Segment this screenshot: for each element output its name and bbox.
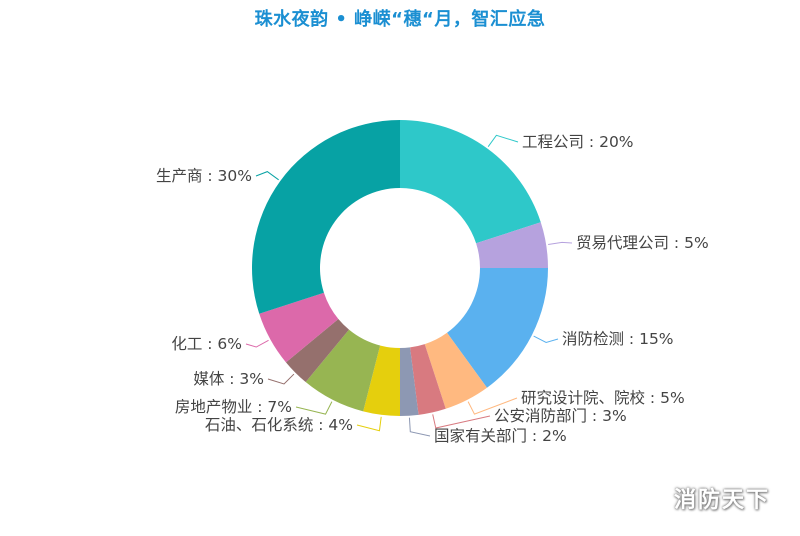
slice-label-石油、石化系统: 石油、石化系统 : 4% (205, 416, 353, 434)
slice-生产商[interactable] (251, 120, 400, 314)
slice-label-国家有关部门: 国家有关部门 : 2% (434, 427, 567, 445)
slice-label-化工: 化工 : 6% (171, 335, 242, 353)
chart-title: 珠水夜韵 • 峥嵘“穗“月，智汇应急 (254, 9, 546, 30)
slice-label-贸易代理公司: 贸易代理公司 : 5% (576, 234, 709, 252)
slice-贸易代理公司[interactable] (476, 222, 548, 268)
slice-工程公司[interactable] (400, 120, 541, 244)
slice-label-媒体: 媒体 : 3% (193, 370, 264, 388)
slice-公安消防部门[interactable] (410, 344, 446, 415)
slice-label-消防检测: 消防检测 : 15% (562, 330, 674, 348)
slice-化工[interactable] (259, 292, 339, 363)
slice-label-工程公司: 工程公司 : 20% (522, 133, 634, 151)
slice-label-研究设计院、院校: 研究设计院、院校 : 5% (521, 388, 685, 407)
slice-国家有关部门[interactable] (400, 347, 419, 416)
leader-line-贸易代理公司 (548, 241, 573, 246)
leader-line-研究设计院、院校 (467, 397, 518, 415)
leader-line-消防检测 (533, 335, 559, 343)
slices-group (251, 120, 548, 417)
leader-line-媒体 (267, 373, 295, 385)
watermark-logo: 消防天下 (673, 488, 770, 513)
slice-研究设计院、院校[interactable] (424, 332, 487, 409)
leader-line-工程公司 (487, 134, 519, 147)
slice-消防检测[interactable] (447, 268, 548, 388)
slice-label-房地产物业: 房地产物业 : 7% (175, 398, 292, 416)
labels-group: 工程公司 : 20% 贸易代理公司 : 5% 消防检测 : 15% 研究设计院、院校 … (156, 133, 709, 445)
leader-line-国家有关部门 (408, 417, 431, 437)
leader-lines-group (245, 134, 573, 437)
leader-line-生产商 (255, 171, 279, 181)
slice-房地产物业[interactable] (305, 329, 381, 412)
slice-label-生产商: 生产商 : 30% (156, 167, 252, 185)
leader-line-化工 (245, 339, 269, 348)
leader-line-房地产物业 (295, 401, 333, 415)
leader-line-石油、石化系统 (356, 416, 382, 432)
slice-石油、石化系统[interactable] (363, 345, 400, 417)
leader-line-公安消防部门 (432, 414, 491, 429)
slice-媒体[interactable] (285, 318, 350, 383)
slice-label-公安消防部门: 公安消防部门 : 3% (494, 407, 627, 425)
